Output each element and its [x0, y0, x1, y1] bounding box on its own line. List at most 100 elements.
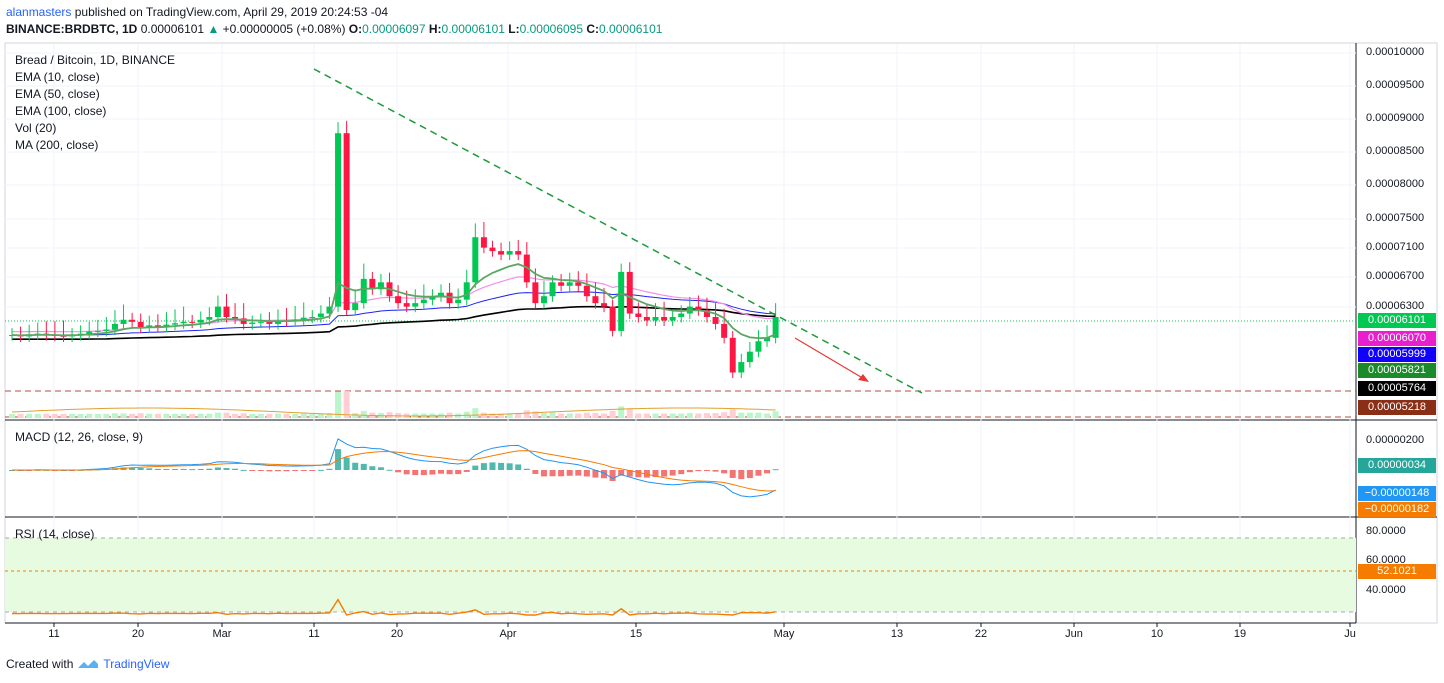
macd-bar [257, 470, 264, 471]
candle [626, 271, 633, 314]
legend-item-ema100[interactable]: EMA (100, close) [15, 104, 107, 118]
candles [9, 120, 779, 379]
macd-bar [583, 470, 590, 477]
volume-bar [34, 413, 41, 418]
macd-legend[interactable]: MACD (12, 26, close, 9) [15, 430, 144, 444]
price-badge: 0.00005821 [1358, 363, 1436, 378]
macd-bar [652, 470, 659, 478]
volume-bar [626, 408, 633, 418]
candle [360, 278, 367, 304]
macd-bar [429, 470, 436, 475]
macd-badge: −0.00000182 [1358, 502, 1436, 517]
candle [343, 133, 350, 311]
volume-bar [343, 391, 350, 418]
volume-ma-line [11, 407, 776, 417]
volume-bar [274, 413, 281, 418]
candle [214, 306, 221, 318]
projection-arrow [794, 337, 867, 381]
macd-bar [446, 470, 453, 475]
macd-bar [678, 470, 685, 475]
candle [678, 313, 685, 318]
volume-bar [317, 413, 324, 418]
macd-bar [592, 470, 599, 478]
candle [189, 321, 196, 323]
time-axis-label: 11 [48, 628, 60, 640]
candle [515, 251, 522, 255]
macd-bar [214, 467, 221, 470]
volume-bar [111, 413, 118, 418]
volume-bar [103, 413, 110, 418]
macd-bar [712, 470, 719, 472]
volume-bar [137, 413, 144, 418]
author-link[interactable]: alanmasters [6, 5, 72, 19]
candle [755, 341, 762, 352]
rsi-legend[interactable]: RSI (14, close) [15, 527, 95, 541]
candle [738, 362, 745, 373]
candle [60, 335, 67, 337]
volume-bar [206, 413, 213, 418]
legend-item-ema50[interactable]: EMA (50, close) [15, 87, 100, 101]
legend-title: Bread / Bitcoin, 1D, BINANCE [15, 53, 176, 67]
price-axis-label: 0.00007100 [1366, 241, 1425, 253]
volume-bar [223, 412, 230, 418]
price-axis-label: 0.00008500 [1366, 145, 1425, 157]
price-axis-label: 0.00010000 [1366, 46, 1425, 58]
candle [197, 319, 204, 323]
macd-line [11, 438, 776, 498]
macd-bar [686, 470, 693, 473]
volume-bar [549, 412, 556, 418]
legend-item-ema10[interactable]: EMA (10, close) [15, 70, 100, 84]
time-axis-label: 22 [974, 628, 988, 640]
candle [249, 322, 256, 324]
time-axis-label: 20 [131, 628, 145, 640]
legend-item-vol[interactable]: Vol (20) [15, 121, 57, 135]
volume-bar [712, 413, 719, 418]
price-badge: 0.00005218 [1358, 400, 1436, 415]
candle [377, 282, 384, 290]
volume-bar [523, 410, 530, 418]
macd-bar [532, 470, 539, 474]
macd-bar [360, 463, 367, 470]
time-axis-label: Jun [1065, 628, 1083, 640]
volume-bar [360, 410, 367, 418]
symbol-label: BINANCE:BRDBTC, 1D [6, 22, 138, 36]
macd-bar [755, 470, 762, 476]
volume-bar [326, 413, 333, 418]
volume-bar [189, 413, 196, 418]
price-axis-label: 0.00007500 [1366, 212, 1425, 224]
candle [129, 319, 136, 322]
macd-bar [463, 470, 470, 472]
tradingview-brand[interactable]: TradingView [103, 657, 170, 671]
volume-bar [721, 412, 728, 418]
high-value: 0.00006101 [441, 22, 505, 36]
rsi-axis-60: 60.0000 [1366, 554, 1406, 566]
macd-histogram [9, 449, 779, 482]
ema-100-line [11, 291, 776, 336]
candle [558, 282, 565, 286]
publish-text: published on TradingView.com, April 29, … [74, 5, 389, 19]
macd-bar [661, 470, 668, 477]
candle [618, 271, 625, 331]
volume-bar [154, 413, 161, 418]
candle [506, 251, 513, 255]
volume-bar [575, 413, 582, 418]
candle [223, 306, 230, 318]
close-label: C: [586, 22, 600, 36]
volume-bar [60, 413, 67, 418]
volume-bar [592, 413, 599, 418]
volume-bar [669, 413, 676, 418]
volume-bar [540, 413, 547, 418]
macd-bar [626, 470, 633, 477]
macd-bar [274, 470, 281, 472]
low-label: L: [508, 22, 520, 36]
candle [335, 133, 342, 307]
candle [257, 321, 264, 323]
legend-item-ma200[interactable]: MA (200, close) [15, 138, 99, 152]
time-axis-label: Mar [212, 628, 232, 640]
candle [455, 299, 462, 304]
candle [669, 317, 676, 321]
candle [369, 278, 376, 290]
volume-bar [686, 413, 693, 418]
macd-bar [369, 466, 376, 470]
